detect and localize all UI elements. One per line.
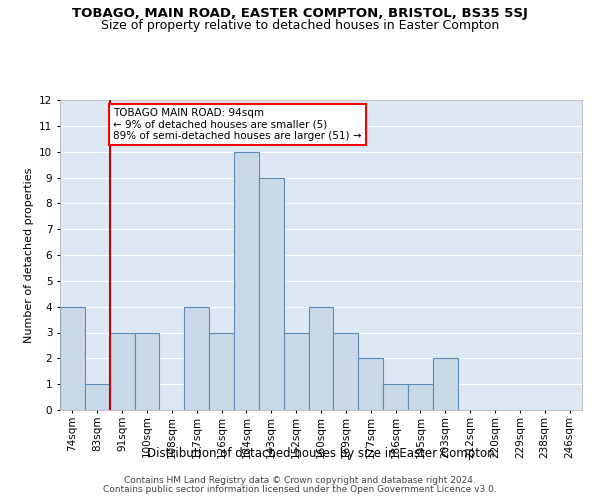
- Bar: [334, 332, 358, 410]
- Bar: [358, 358, 383, 410]
- Text: Contains HM Land Registry data © Crown copyright and database right 2024.: Contains HM Land Registry data © Crown c…: [124, 476, 476, 485]
- Text: TOBAGO, MAIN ROAD, EASTER COMPTON, BRISTOL, BS35 5SJ: TOBAGO, MAIN ROAD, EASTER COMPTON, BRIST…: [72, 8, 528, 20]
- Bar: [184, 306, 209, 410]
- Bar: [259, 178, 284, 410]
- Bar: [284, 332, 308, 410]
- Bar: [234, 152, 259, 410]
- Bar: [433, 358, 458, 410]
- Bar: [60, 306, 85, 410]
- Text: Contains public sector information licensed under the Open Government Licence v3: Contains public sector information licen…: [103, 485, 497, 494]
- Bar: [209, 332, 234, 410]
- Bar: [383, 384, 408, 410]
- Bar: [308, 306, 334, 410]
- Bar: [134, 332, 160, 410]
- Text: TOBAGO MAIN ROAD: 94sqm
← 9% of detached houses are smaller (5)
89% of semi-deta: TOBAGO MAIN ROAD: 94sqm ← 9% of detached…: [113, 108, 362, 141]
- Y-axis label: Number of detached properties: Number of detached properties: [23, 168, 34, 342]
- Bar: [110, 332, 134, 410]
- Text: Distribution of detached houses by size in Easter Compton: Distribution of detached houses by size …: [147, 448, 495, 460]
- Text: Size of property relative to detached houses in Easter Compton: Size of property relative to detached ho…: [101, 19, 499, 32]
- Bar: [408, 384, 433, 410]
- Bar: [85, 384, 110, 410]
